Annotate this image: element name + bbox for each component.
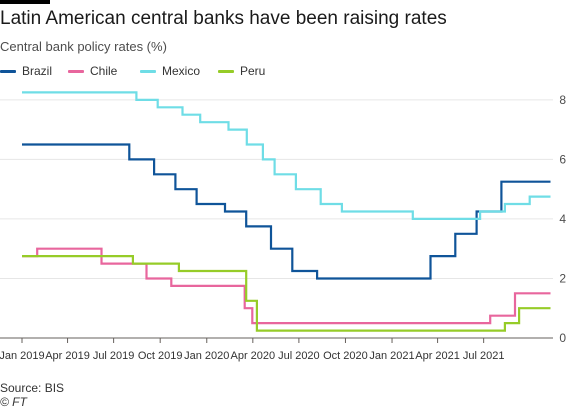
series-lines	[22, 91, 551, 332]
legend-swatch-mexico	[140, 69, 156, 73]
y-tick-label: 0	[559, 331, 566, 345]
x-tick-label: Jan 2020	[184, 350, 229, 362]
series-line-mexico	[22, 91, 551, 220]
legend-label-peru: Peru	[240, 64, 266, 78]
x-tick-label: Oct 2019	[138, 350, 183, 362]
legend-swatch-peru	[218, 69, 234, 73]
x-tick-label: Jul 2019	[93, 350, 135, 362]
y-tick-label: 4	[559, 212, 566, 226]
x-tick-label: Oct 2020	[323, 350, 368, 362]
legend-label-chile: Chile	[90, 64, 118, 78]
x-tick-label: Apr 2019	[45, 350, 90, 362]
x-tick-label: Apr 2021	[415, 350, 460, 362]
ft-credit: © FT	[0, 395, 27, 409]
series-line-chile	[22, 247, 551, 325]
legend-swatch-chile	[68, 69, 84, 73]
header-accent-bar	[0, 0, 50, 4]
gridlines	[0, 99, 553, 339]
legend-item-brazil: Brazil	[0, 64, 52, 78]
chart-subtitle: Central bank policy rates (%)	[0, 39, 167, 54]
series-line-peru	[22, 255, 551, 332]
y-tick-label: 6	[559, 152, 566, 166]
legend-label-brazil: Brazil	[22, 64, 53, 78]
legend-swatch-brazil	[0, 69, 16, 73]
legend-item-chile: Chile	[68, 64, 117, 78]
x-axis: Jan 2019 Apr 2019 Jul 2019 Oct 2019 Jan 2020…	[0, 338, 504, 362]
source-note: Source: BIS	[0, 381, 65, 395]
x-tick-label: Jan 2021	[369, 350, 414, 362]
legend-label-mexico: Mexico	[162, 64, 201, 78]
y-axis: 0 2 4 6 8	[559, 93, 566, 345]
x-tick-label: Apr 2020	[230, 350, 275, 362]
x-tick-label: Jan 2019	[0, 350, 45, 362]
x-tick-label: Jul 2021	[463, 350, 505, 362]
y-tick-label: 8	[559, 93, 566, 107]
chart-title: Latin American central banks have been r…	[0, 8, 447, 29]
x-tick-label: Jul 2020	[278, 350, 320, 362]
y-tick-label: 2	[559, 271, 566, 285]
legend-item-mexico: Mexico	[140, 64, 200, 78]
legend-item-peru: Peru	[218, 64, 265, 78]
series-line-brazil	[22, 143, 551, 280]
